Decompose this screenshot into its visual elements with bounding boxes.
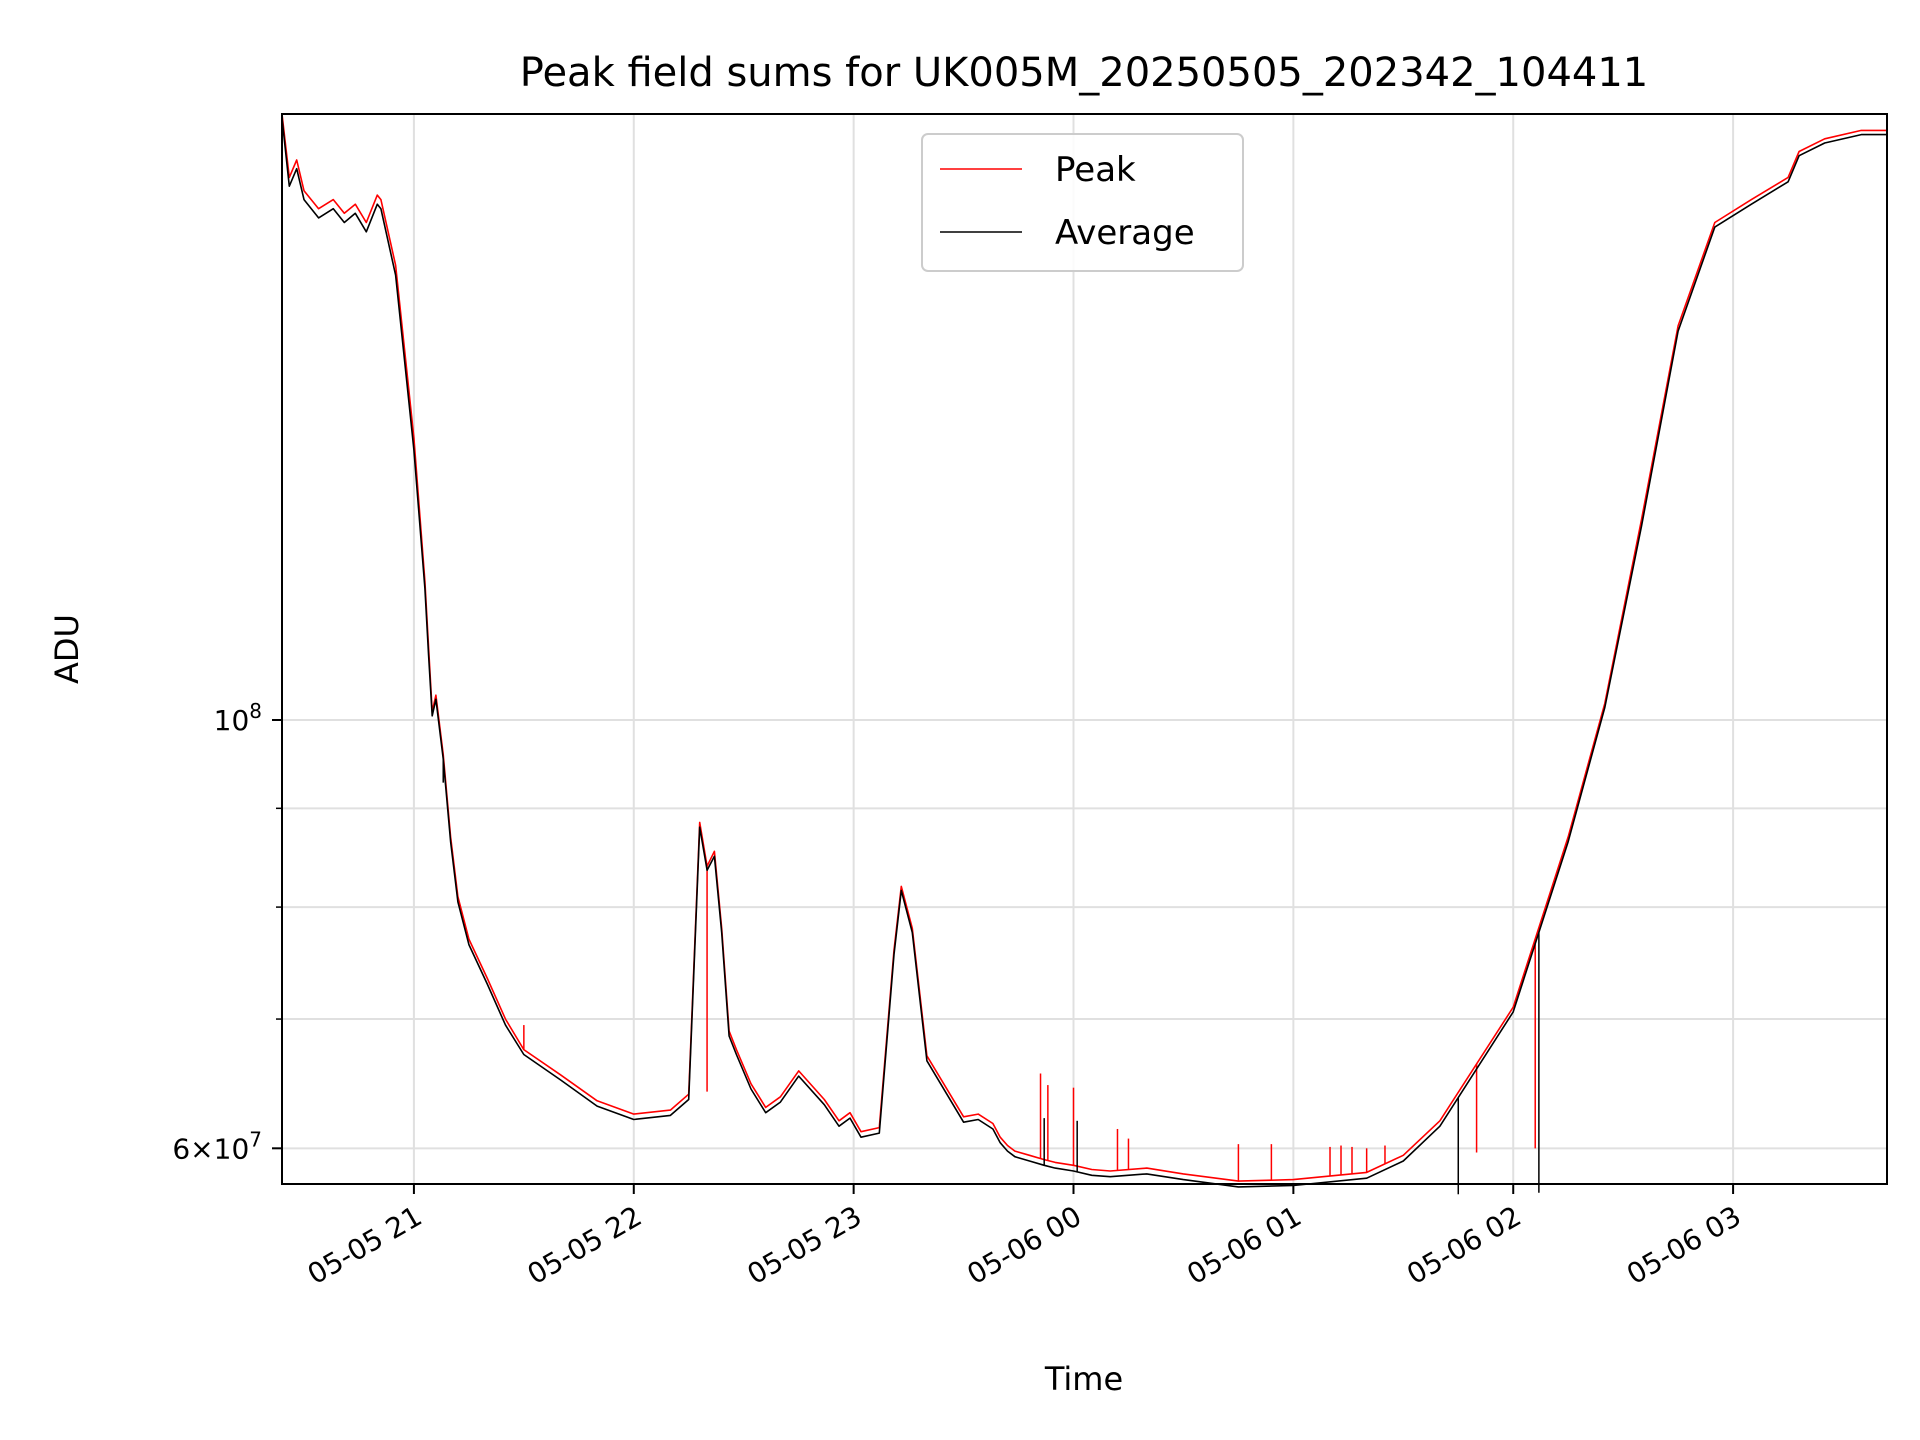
y-tick-label: 108 [214,699,262,737]
legend-label-average: Average [1055,213,1195,253]
legend-label-peak: Peak [1055,150,1136,190]
series-layer [281,113,1887,1195]
chart-title: Peak field sums for UK005M_20250505_2023… [520,50,1649,96]
grid-layer [282,114,1887,1184]
series-line-peak [281,113,1887,1182]
plot-frame [281,113,1888,1185]
y-tick-label: 6×107 [172,1127,262,1165]
legend: Peak Average [921,133,1244,272]
series-line-average [281,118,1887,1188]
y-axis-label: ADU [48,614,86,684]
x-axis-label: Time [1044,1360,1123,1398]
